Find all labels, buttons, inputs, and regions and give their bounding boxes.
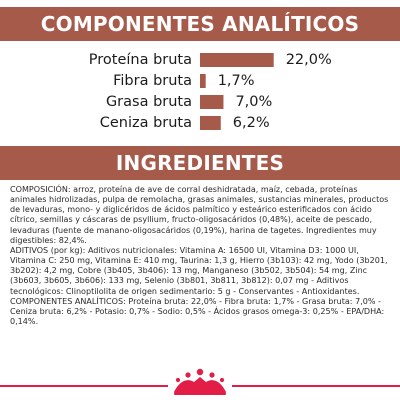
value-label: 1,7% bbox=[218, 73, 255, 89]
aditivos-paragraph: ADITIVOS (por kg): Aditivos nutricionale… bbox=[10, 245, 388, 296]
category-label: Proteína bruta bbox=[89, 52, 192, 68]
bar bbox=[200, 116, 221, 130]
ingredients-text: COMPOSICIÓN: arroz, proteína de ave de c… bbox=[10, 185, 392, 327]
composicion-paragraph: COMPOSICIÓN: arroz, proteína de ave de c… bbox=[10, 185, 389, 245]
bar bbox=[200, 95, 224, 109]
section-header-analiticos: COMPONENTES ANALÍTICOS bbox=[0, 7, 400, 41]
bar bbox=[200, 53, 274, 67]
value-label: 7,0% bbox=[235, 94, 272, 110]
value-label: 22,0% bbox=[286, 52, 332, 68]
category-label: Grasa bruta bbox=[106, 94, 192, 110]
footer-divider bbox=[0, 385, 400, 387]
category-label: Ceniza bruta bbox=[100, 115, 192, 131]
bar bbox=[200, 74, 206, 88]
footer-line-left bbox=[0, 385, 168, 387]
section-header-ingredientes: INGREDIENTES bbox=[0, 146, 400, 180]
footer-line-right bbox=[232, 385, 400, 387]
category-label: Fibra bruta bbox=[113, 73, 192, 89]
royal-canin-crown-icon bbox=[174, 368, 226, 395]
componentes-paragraph: COMPONENTES ANALÍTICOS: Proteína bruta: … bbox=[10, 296, 385, 327]
analiticos-bar-chart: Proteína bruta 22,0% Fibra bruta 1,7% Grasa … bbox=[89, 52, 332, 131]
value-label: 6,2% bbox=[233, 115, 270, 131]
